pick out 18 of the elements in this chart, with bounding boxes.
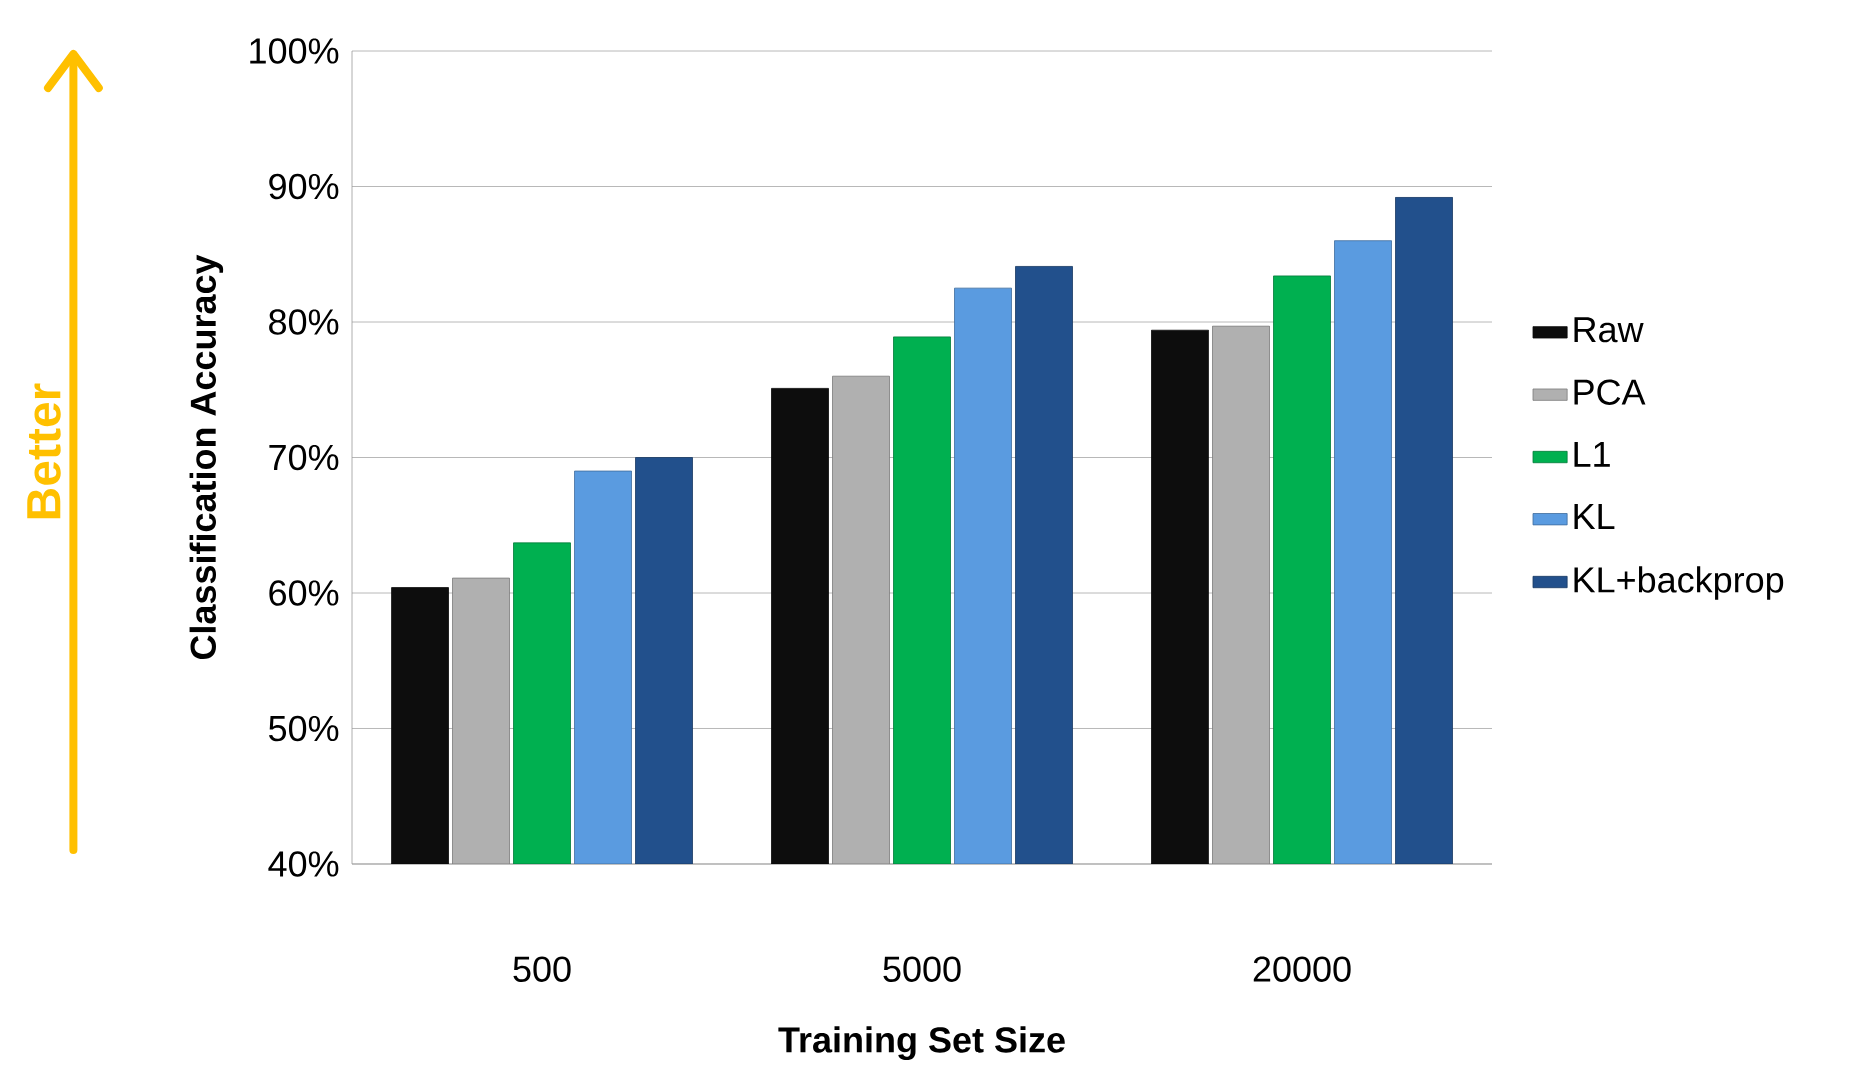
- y-tick-label: 100%: [250, 38, 339, 64]
- legend-label: KL: [1574, 504, 1615, 529]
- y-tick-label: 90%: [269, 173, 339, 200]
- legend-label: L1: [1574, 441, 1610, 467]
- y-axis-title: Classification Accuracy: [189, 254, 224, 660]
- y-tick-label: 60%: [269, 580, 339, 606]
- text: Better: [27, 383, 61, 519]
- y-tick-label: 50%: [268, 715, 339, 742]
- x-tick-label: 500: [513, 956, 571, 982]
- y-tick-label: 80%: [269, 309, 339, 335]
- x-tick-label: 5000: [883, 956, 961, 982]
- x-tick-label: 20000: [1253, 956, 1351, 982]
- legend-label: PCA: [1574, 379, 1646, 405]
- legend-label: Raw: [1574, 317, 1644, 343]
- y-tick-label: 70%: [269, 444, 339, 471]
- y-tick-label: 40%: [268, 851, 339, 877]
- legend-label: KL+backprop: [1574, 566, 1784, 600]
- x-axis-title: Training Set Size: [778, 1026, 1065, 1060]
